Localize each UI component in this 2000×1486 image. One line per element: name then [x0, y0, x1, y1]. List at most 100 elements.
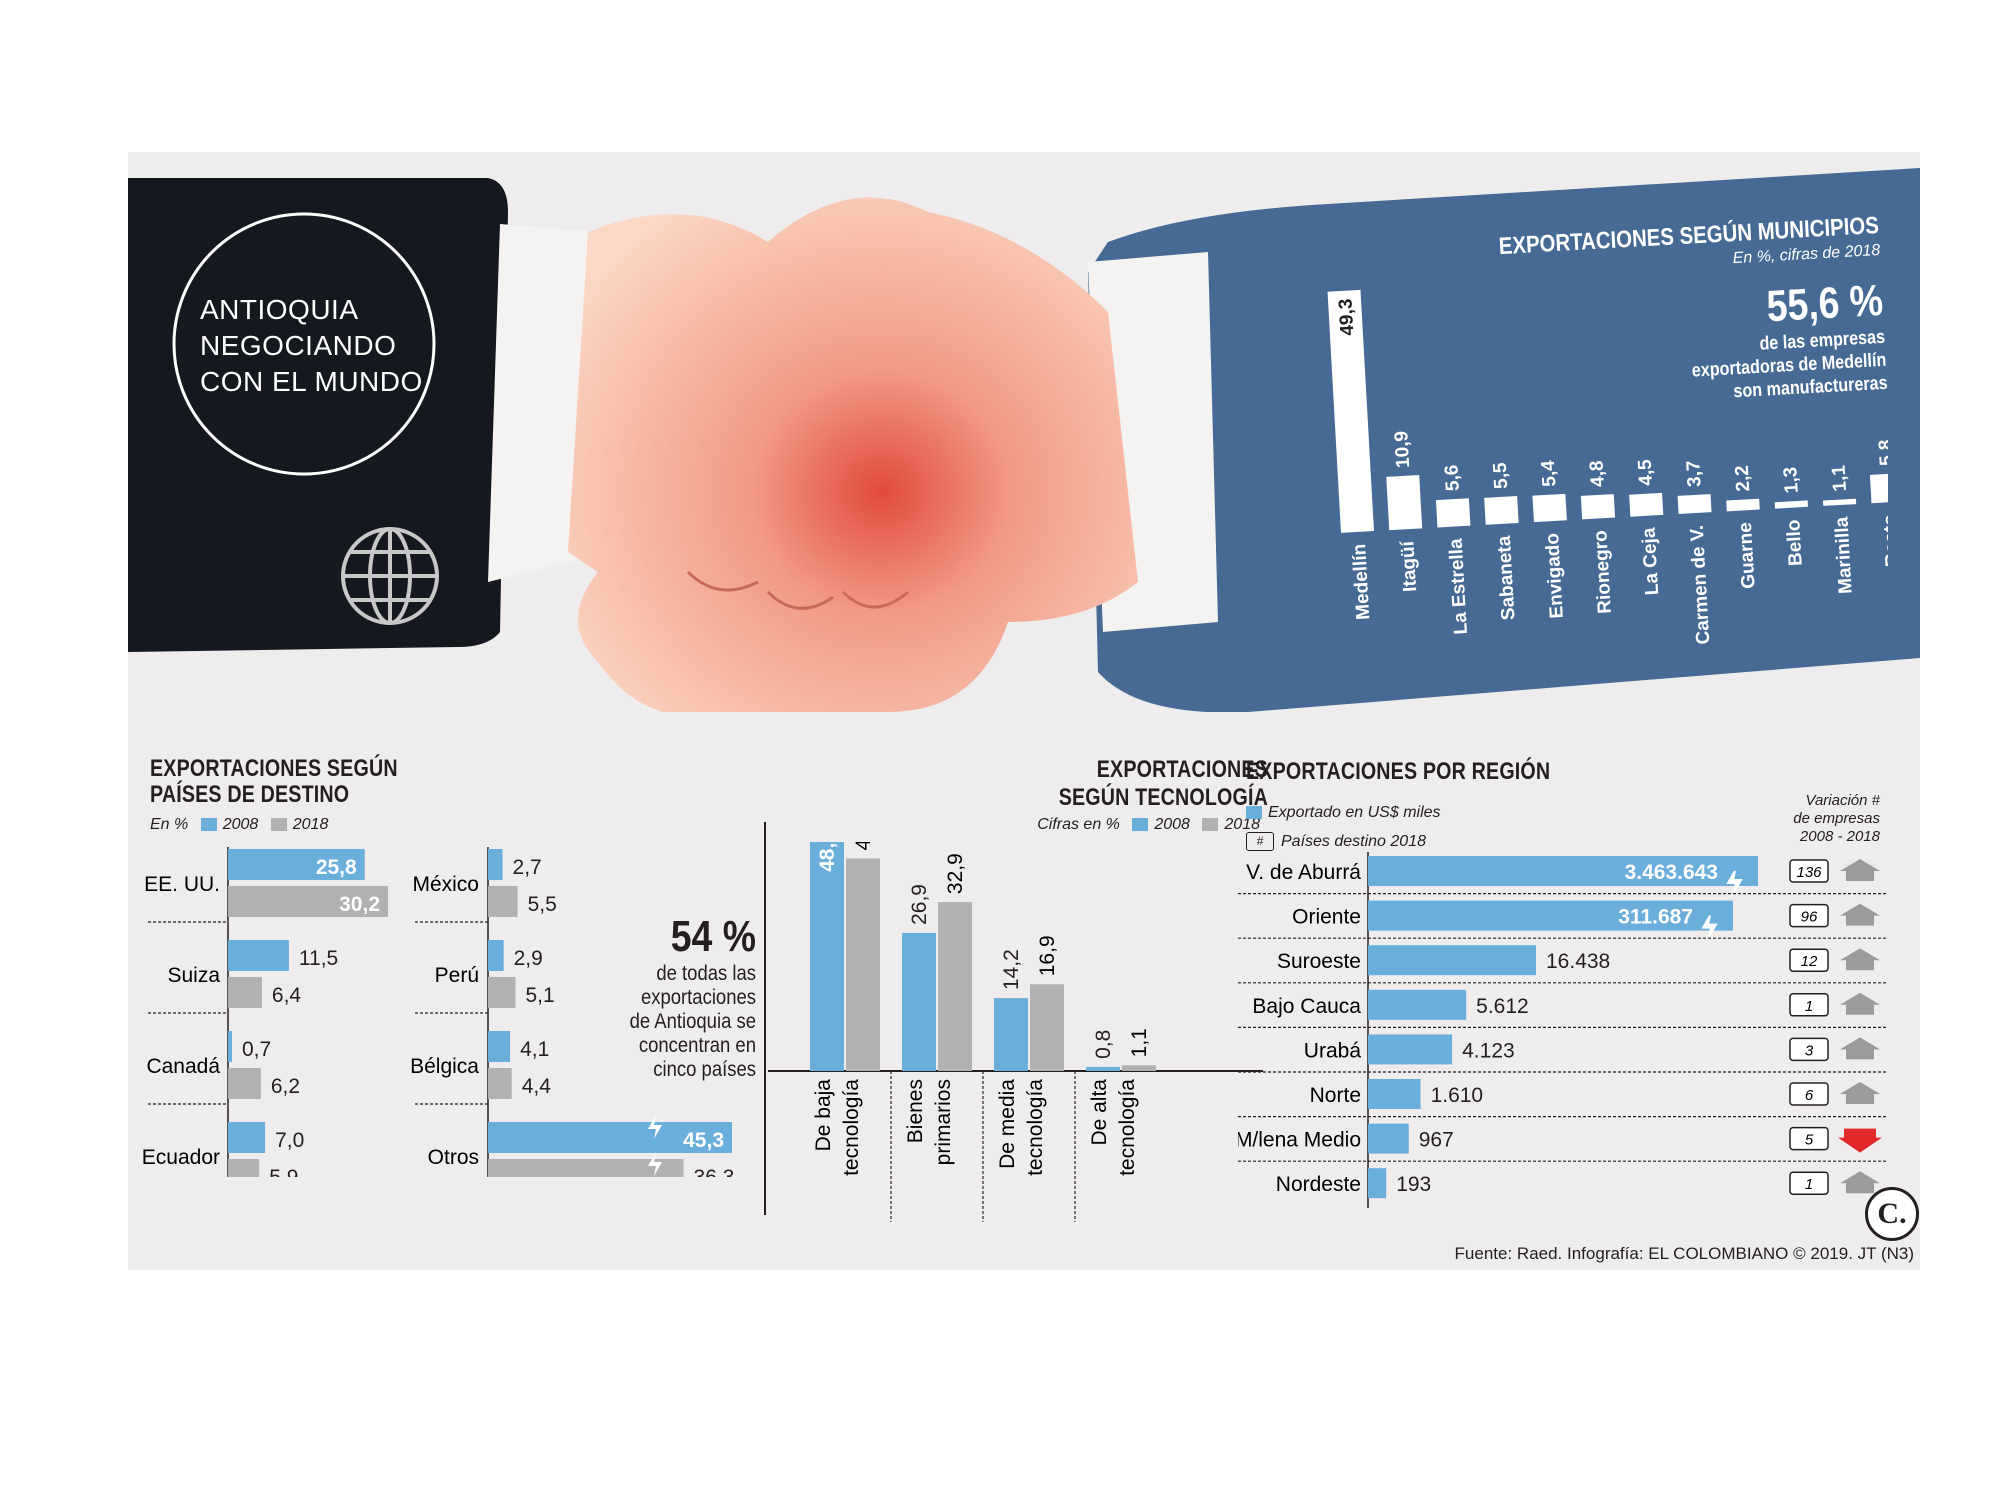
countries-box: [1789, 1171, 1829, 1195]
bar-value-label: 1,3: [1780, 466, 1802, 494]
bar-2018: [228, 886, 388, 917]
tecnologia-title: EXPORTACIONES SEGÚN TECNOLOGÍA: [997, 756, 1268, 812]
bar-2018: [228, 1068, 261, 1099]
tecnologia-legend: Cifras en % 2008 2018: [908, 816, 1260, 834]
bar-municipio: [1484, 496, 1519, 525]
category-label: Oriente: [1292, 906, 1361, 929]
bar-2008: [994, 998, 1028, 1071]
value-label-2018: 30,2: [339, 893, 380, 916]
bar-municipio: [1580, 494, 1616, 520]
highlight-line: cinco países: [653, 1058, 756, 1081]
value-label-2008: 26,9: [908, 884, 931, 925]
divider: [764, 822, 766, 1215]
scale-break-icon: [648, 1152, 662, 1176]
value-label-2008: 7,0: [275, 1129, 304, 1152]
countries-box: [1789, 1037, 1829, 1062]
municipios-chart: 49,3 Medellín 10,9 Itagüí 5,6 La Estrella 5,5 S…: [1327, 289, 1888, 645]
category-label: Suiza: [167, 964, 220, 987]
bar-2008: [810, 842, 844, 1071]
countries-value: 5: [1805, 1132, 1814, 1149]
category-label: EE. UU.: [144, 873, 220, 896]
bar-exportado: [1368, 1079, 1421, 1109]
category-label: Sabaneta: [1494, 535, 1520, 621]
category-label: México: [412, 873, 479, 896]
category-label: Rionegro: [1590, 530, 1616, 614]
category-label: Medellín: [1349, 543, 1374, 620]
value-label-2008: 14,2: [1000, 949, 1023, 990]
category-label: Carmen de V.: [1687, 524, 1715, 645]
category-label: Nordeste: [1276, 1173, 1361, 1196]
category-label: Suroeste: [1277, 950, 1361, 973]
value-label-2008: 25,8: [316, 856, 357, 879]
value-label: 311.687: [1618, 906, 1693, 929]
category-label: Urabá: [1304, 1039, 1362, 1062]
paises-legend: En % 2008 2018: [150, 816, 328, 834]
category-label: V. de Aburrá: [1246, 861, 1361, 884]
legend-label-2018: 2018: [1224, 816, 1260, 833]
bar-value-label: 10,9: [1391, 430, 1414, 468]
trend-up-icon: [1840, 1171, 1880, 1194]
legend-box-symbol: #: [1246, 832, 1274, 852]
countries-value: 3: [1805, 1042, 1814, 1059]
value-label-2018: 32,9: [944, 853, 967, 894]
bar-value-label: 4,5: [1635, 458, 1657, 486]
value-label-2008: 2,7: [513, 856, 542, 879]
bar-value-label: 5,5: [1490, 462, 1512, 490]
countries-value: 96: [1801, 909, 1818, 926]
category-label: Bello: [1783, 519, 1807, 567]
bar-municipio: [1726, 498, 1760, 512]
headline-line: NEGOCIANDO: [200, 330, 397, 361]
paises-highlight-value: 54 %: [670, 912, 756, 961]
legend-swatch-exportado: [1246, 806, 1262, 820]
value-label-2008: 48,7: [816, 842, 839, 872]
el-colombiano-logo: C.: [1865, 1187, 1919, 1241]
value-label-2008: 0,7: [242, 1038, 271, 1061]
countries-box: [1789, 1082, 1829, 1106]
bar-municipio: [1386, 475, 1423, 531]
bar-value-label: 5,4: [1538, 459, 1560, 487]
legend-label-2018: 2018: [292, 816, 329, 833]
source-note: Fuente: Raed. Infografía: EL COLOMBIANO …: [1454, 1244, 1914, 1263]
title-line: PAÍSES DE DESTINO: [150, 781, 350, 808]
scale-break-icon: [1701, 915, 1718, 938]
category-label: tecnología: [840, 1079, 863, 1176]
value-label-2018: 5,9: [269, 1166, 298, 1177]
trend-up-icon: [1840, 903, 1880, 926]
value-label: 3.463.643: [1625, 861, 1718, 884]
bar-municipio: [1327, 289, 1374, 533]
highlight-line: de todas las: [656, 962, 756, 985]
tecnologia-chart: 48,741,4De bajatecnología26,932,9Bienesp…: [768, 842, 1263, 1222]
bar-2018: [488, 886, 518, 917]
bar-exportado: [1368, 900, 1733, 931]
bar-exportado: [1368, 1168, 1387, 1199]
variation-header-line: de empresas: [1793, 810, 1880, 827]
category-label: De baja: [812, 1079, 835, 1152]
category-label: tecnología: [1116, 1079, 1139, 1176]
value-label: 1.610: [1431, 1084, 1484, 1107]
countries-box: [1789, 903, 1829, 928]
category-label: Norte: [1310, 1084, 1361, 1107]
countries-box: [1789, 859, 1829, 883]
bar-2008: [228, 849, 365, 880]
trend-up-icon: [1840, 859, 1880, 881]
value-label: 16.438: [1546, 950, 1610, 973]
value-label-2018: 1,1: [1128, 1028, 1151, 1057]
category-label: Canadá: [146, 1055, 220, 1078]
category-label: Bajo Cauca: [1252, 995, 1361, 1018]
bar-municipio: [1774, 500, 1808, 509]
category-label: Resto: [1880, 514, 1888, 568]
headline-line: CON EL MUNDO: [200, 366, 423, 397]
bar-2008: [488, 1122, 732, 1153]
value-label: 193: [1396, 1173, 1431, 1196]
legend-swatch-2018: [270, 818, 287, 832]
title-line: EXPORTACIONES: [1096, 756, 1268, 783]
legend-unit: Cifras en %: [1037, 816, 1120, 833]
countries-box: [1789, 948, 1829, 972]
legend-swatch-2018: [1202, 818, 1219, 832]
countries-value: 1: [1805, 998, 1813, 1015]
bar-2008: [228, 940, 289, 971]
value-label-2018: 5,1: [525, 984, 554, 1007]
bar-2008: [488, 849, 503, 880]
hands: [568, 197, 1138, 712]
